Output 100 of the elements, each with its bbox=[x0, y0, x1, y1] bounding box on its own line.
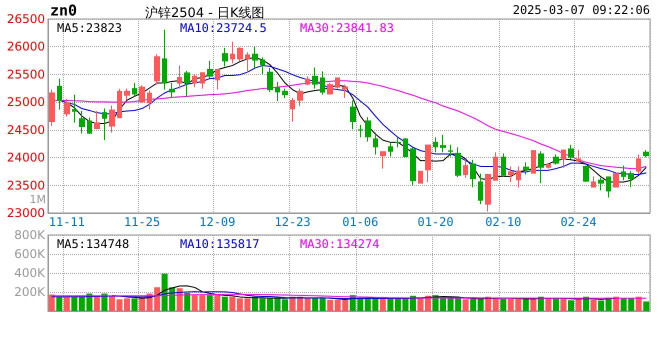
candlestick bbox=[403, 138, 408, 158]
text: MA30:134274 bbox=[300, 237, 380, 251]
bar bbox=[214, 294, 220, 311]
candlestick bbox=[538, 150, 544, 184]
candlestick bbox=[200, 72, 205, 90]
candlestick bbox=[410, 146, 416, 186]
candlestick bbox=[64, 98, 70, 118]
bar bbox=[206, 295, 213, 311]
chart-title: 沪锌2504 - 日K线图 bbox=[145, 5, 265, 21]
candlestick bbox=[169, 82, 175, 98]
candlestick bbox=[275, 81, 280, 102]
candlestick bbox=[335, 76, 340, 90]
bar bbox=[56, 296, 62, 311]
text: MA5:134748 bbox=[57, 237, 130, 251]
bar bbox=[613, 296, 620, 311]
x-tick-label: 12-23 bbox=[274, 215, 311, 229]
y-tick-label: 200K bbox=[14, 285, 46, 299]
candlestick bbox=[576, 150, 581, 163]
x-tick-label: 12-09 bbox=[199, 215, 236, 229]
candlestick bbox=[636, 154, 641, 174]
x-tick-label: 02-10 bbox=[485, 215, 522, 229]
candlestick bbox=[583, 165, 589, 182]
annotation: zn0 bbox=[50, 2, 78, 20]
bar bbox=[184, 292, 190, 311]
candlestick bbox=[395, 136, 401, 148]
x-tick-label: 02-24 bbox=[560, 215, 597, 229]
candlestick bbox=[177, 65, 182, 90]
candlestick bbox=[373, 132, 378, 156]
candlestick bbox=[282, 88, 288, 98]
y-tick-label: 23500 bbox=[6, 178, 45, 192]
candlestick bbox=[440, 134, 446, 153]
bar bbox=[522, 298, 529, 311]
x-tick-label: 11-11 bbox=[48, 215, 85, 229]
bar bbox=[176, 288, 183, 311]
candlestick bbox=[109, 104, 115, 134]
bar bbox=[500, 298, 506, 311]
x-tick-label: 01-06 bbox=[342, 215, 378, 229]
y-tick-label: 26000 bbox=[6, 40, 45, 54]
candlestick bbox=[57, 78, 62, 110]
candlestick bbox=[297, 88, 303, 107]
candlestick bbox=[621, 165, 626, 181]
y-tick-label: 24500 bbox=[6, 122, 45, 137]
candlestick bbox=[365, 116, 371, 142]
candlestick bbox=[87, 117, 92, 135]
candlestick bbox=[102, 108, 107, 141]
bar bbox=[101, 294, 108, 311]
candlestick bbox=[139, 84, 145, 104]
candlestick bbox=[561, 150, 566, 168]
candlestick bbox=[154, 54, 160, 86]
text: MA10:135817 bbox=[180, 237, 260, 251]
candlestick bbox=[531, 150, 536, 174]
bar bbox=[222, 296, 228, 311]
x-tick-label: 11-25 bbox=[124, 215, 160, 229]
bar bbox=[94, 296, 100, 311]
y-tick-label: 600K bbox=[14, 247, 46, 261]
candlestick bbox=[192, 74, 197, 88]
candlestick bbox=[245, 52, 250, 74]
candlestick bbox=[643, 150, 649, 158]
bar bbox=[552, 298, 559, 311]
text: MA5:23823 bbox=[57, 21, 122, 35]
candlestick bbox=[418, 170, 423, 184]
candlestick bbox=[222, 47, 228, 67]
candlestick bbox=[117, 88, 122, 119]
candlestick bbox=[606, 176, 611, 198]
bar bbox=[132, 298, 138, 311]
y-tick-label: 400K bbox=[14, 266, 46, 280]
candlestick bbox=[380, 151, 386, 170]
candlestick bbox=[252, 46, 258, 69]
y-tick-label: 26500 bbox=[6, 12, 45, 26]
candlestick bbox=[267, 68, 273, 92]
candlestick bbox=[598, 177, 604, 191]
candlestick bbox=[485, 173, 491, 212]
y-tick-label: 800K bbox=[14, 228, 46, 242]
candlestick bbox=[72, 94, 77, 124]
candlestick bbox=[147, 90, 152, 110]
candlestick bbox=[237, 46, 243, 62]
candlestick bbox=[516, 166, 521, 188]
text: MA10:23724.5 bbox=[180, 21, 267, 35]
bar bbox=[530, 298, 536, 311]
candlestick bbox=[508, 166, 514, 182]
candlestick bbox=[327, 82, 333, 96]
bar bbox=[576, 298, 582, 311]
candlestick bbox=[320, 70, 325, 96]
y-tick-label: 25000 bbox=[6, 95, 45, 110]
y-tick-label: 25500 bbox=[6, 67, 45, 82]
bar bbox=[192, 295, 198, 311]
candlestick bbox=[305, 76, 310, 86]
bar bbox=[590, 300, 597, 311]
candlestick bbox=[342, 84, 348, 98]
text: 1M bbox=[30, 193, 46, 206]
candlestick bbox=[463, 159, 468, 178]
candlestick bbox=[132, 82, 137, 97]
candlestick bbox=[613, 172, 619, 188]
candlestick bbox=[260, 57, 265, 75]
bar bbox=[64, 296, 70, 311]
bar bbox=[462, 299, 469, 311]
candlestick bbox=[568, 144, 574, 160]
candlestick bbox=[162, 29, 167, 90]
candlestick bbox=[79, 110, 85, 134]
candlestick bbox=[290, 97, 295, 122]
